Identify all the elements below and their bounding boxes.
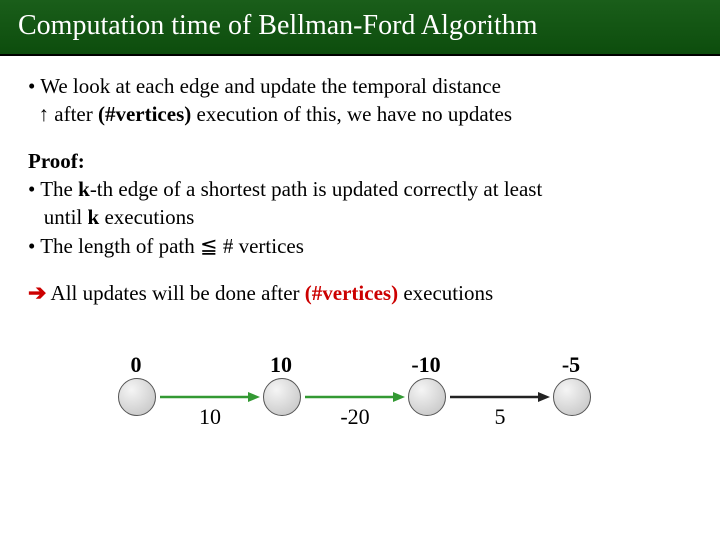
bullet-1-line2: ↑ after (#vertices) execution of this, w…	[28, 100, 692, 128]
edge-label: -20	[325, 402, 385, 432]
intro-block: • We look at each edge and update the te…	[28, 72, 692, 129]
graph-node	[263, 378, 301, 416]
bullet-1b-pre: ↑ after	[28, 102, 98, 126]
bullet-1-line1: • We look at each edge and update the te…	[28, 72, 692, 100]
node-label: 0	[116, 350, 156, 380]
node-label: -10	[406, 350, 446, 380]
graph-edge	[160, 390, 260, 392]
path-diagram: 010-10-510-205	[68, 338, 688, 428]
slide-content: • We look at each edge and update the te…	[0, 56, 720, 428]
slide-title: Computation time of Bellman-Ford Algorit…	[0, 0, 720, 56]
graph-node	[553, 378, 591, 416]
proof-b1-k2: k	[88, 205, 100, 229]
proof-bullet-1-line2: until k executions	[28, 203, 692, 231]
graph-node	[408, 378, 446, 416]
edge-label: 5	[470, 402, 530, 432]
proof-b1b: -th edge of a shortest path is updated c…	[90, 177, 543, 201]
concl-key: (#vertices)	[305, 281, 398, 305]
conclusion-block: ➔ All updates will be done after (#verti…	[28, 278, 692, 308]
edge-label: 10	[180, 402, 240, 432]
proof-label: Proof:	[28, 147, 692, 175]
concl-a: All updates will be done after	[46, 281, 304, 305]
arrow-icon: ➔	[28, 280, 46, 305]
node-label: -5	[551, 350, 591, 380]
proof-b1a: • The	[28, 177, 78, 201]
graph-node	[118, 378, 156, 416]
graph-edge	[305, 390, 405, 392]
proof-bullet-1-line1: • The k-th edge of a shortest path is up…	[28, 175, 692, 203]
bullet-1b-post: execution of this, we have no updates	[191, 102, 512, 126]
graph-edge	[450, 390, 550, 392]
proof-b1d: executions	[99, 205, 194, 229]
node-label: 10	[261, 350, 301, 380]
proof-block: Proof: • The k-th edge of a shortest pat…	[28, 147, 692, 260]
concl-b: executions	[398, 281, 493, 305]
proof-bullet-2: • The length of path ≦ # vertices	[28, 232, 692, 260]
proof-b1-k: k	[78, 177, 90, 201]
bullet-1b-key: (#vertices)	[98, 102, 191, 126]
proof-b1c: until	[28, 205, 88, 229]
